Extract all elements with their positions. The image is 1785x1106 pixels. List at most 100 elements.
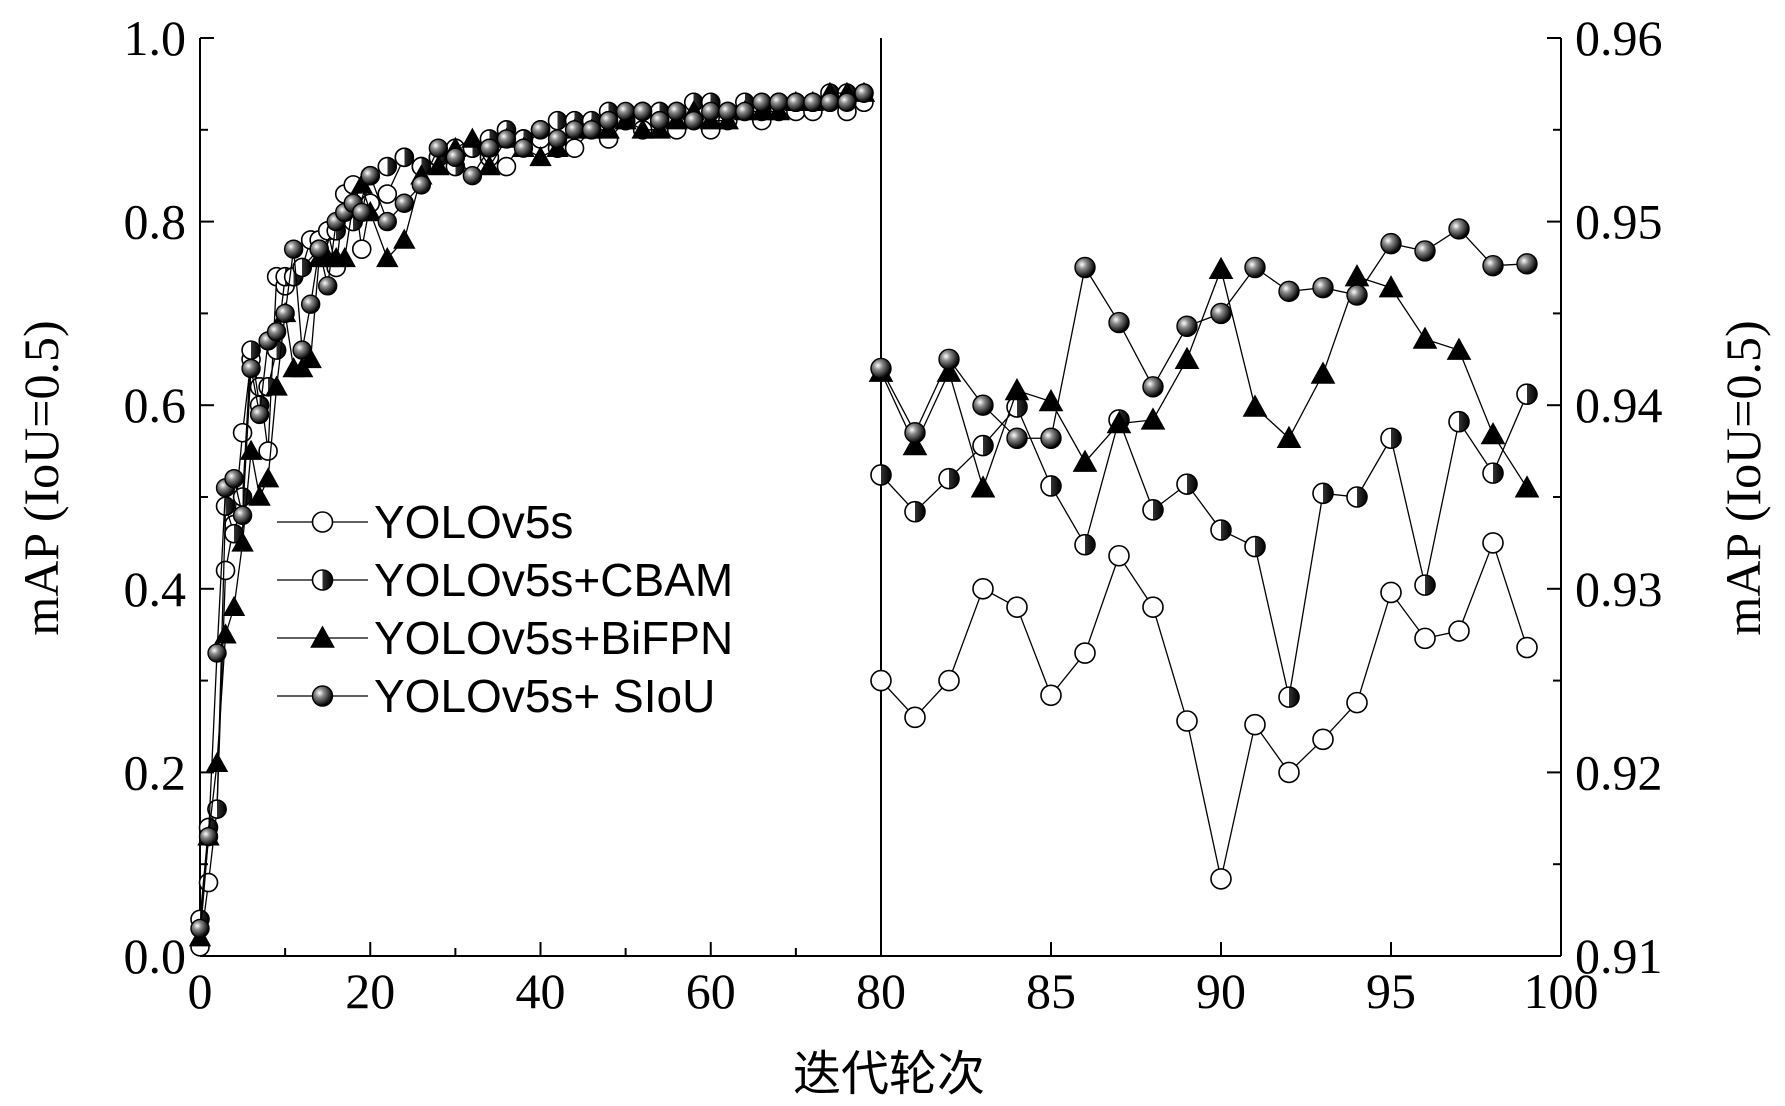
data-point	[870, 669, 892, 692]
data-point	[1176, 710, 1198, 732]
data-point	[972, 394, 994, 416]
data-point	[198, 826, 219, 847]
data-point	[393, 228, 416, 249]
data-point	[1414, 627, 1436, 650]
data-point	[1142, 499, 1164, 521]
data-point	[411, 175, 432, 195]
x-tick-label: 80	[856, 963, 906, 1019]
data-point	[752, 92, 772, 112]
data-point	[1142, 376, 1164, 398]
legend-marker	[311, 685, 334, 707]
data-point	[632, 101, 653, 122]
y-right-tick-label: 0.91	[1575, 928, 1663, 984]
data-point	[547, 129, 568, 149]
data-point	[1074, 256, 1096, 279]
x-tick-label: 20	[345, 963, 395, 1019]
legend-marker	[311, 569, 334, 591]
data-point	[1176, 315, 1198, 337]
data-point	[1482, 254, 1504, 277]
x-tick-label: 95	[1366, 963, 1416, 1019]
data-point	[283, 239, 304, 259]
data-point	[972, 434, 994, 457]
x-tick-label: 0	[188, 963, 213, 1019]
data-point	[564, 120, 585, 140]
x-tick-label: 85	[1026, 963, 1076, 1019]
data-point	[239, 439, 263, 460]
data-point	[1446, 337, 1472, 360]
data-point	[970, 475, 996, 498]
data-point	[1106, 411, 1132, 434]
data-point	[1380, 232, 1402, 255]
y-left-tick-label: 1.0	[124, 10, 187, 66]
data-point	[649, 110, 670, 131]
data-point	[1074, 533, 1096, 556]
data-point	[222, 595, 246, 616]
data-point	[1414, 574, 1436, 596]
data-point	[1414, 240, 1436, 262]
data-point	[837, 92, 857, 112]
tick-labels: 0 20 40 60 80 85 90 95 100 0.0 0.2 0.4 0.6 0.8 1.0 0.91…	[124, 10, 1663, 1019]
data-point	[1346, 284, 1368, 306]
data-point	[902, 433, 928, 456]
axes	[199, 37, 1562, 957]
data-point	[1040, 427, 1062, 449]
data-point	[377, 184, 398, 204]
data-point	[1210, 519, 1232, 541]
data-point	[1040, 475, 1062, 497]
data-point	[1278, 280, 1300, 303]
data-point	[249, 404, 270, 425]
data-point	[1004, 377, 1030, 401]
legend-item: YOLOv5s+ SIoU	[277, 670, 715, 722]
data-point	[1108, 544, 1130, 567]
data-point	[214, 623, 237, 644]
data-point	[232, 422, 253, 443]
data-point	[207, 643, 227, 663]
data-point	[820, 92, 840, 112]
y-right-tick-label: 0.92	[1575, 744, 1663, 800]
data-point	[904, 500, 926, 523]
data-point	[938, 467, 960, 490]
data-point	[581, 120, 602, 140]
data-point	[1482, 532, 1504, 554]
data-point	[513, 138, 534, 158]
data-point	[1480, 422, 1506, 445]
legend-label: YOLOv5s	[374, 496, 573, 548]
data-point	[1244, 535, 1266, 558]
data-point	[232, 505, 253, 526]
series-layer	[188, 81, 1540, 957]
data-point	[360, 165, 380, 186]
data-point	[1244, 713, 1266, 736]
data-point	[1072, 449, 1098, 472]
data-point	[1210, 302, 1232, 325]
data-point	[333, 246, 356, 268]
data-point	[215, 560, 236, 581]
data-point	[1108, 311, 1130, 334]
y-left-tick-label: 0.4	[124, 561, 187, 617]
legend-item: YOLOv5s+CBAM	[277, 554, 733, 606]
legend-marker	[310, 625, 335, 648]
series-line-right	[880, 267, 1528, 490]
legend-label: YOLOv5s+CBAM	[374, 554, 733, 606]
y-right-tick-label: 0.94	[1575, 377, 1663, 433]
data-point	[1516, 636, 1538, 659]
data-point	[1516, 253, 1538, 275]
data-point	[615, 101, 636, 122]
data-point	[256, 467, 280, 488]
data-point	[1074, 642, 1096, 664]
data-point	[241, 358, 261, 379]
data-point	[1242, 394, 1268, 417]
data-point	[1380, 427, 1402, 450]
y-right-tick-label: 0.95	[1575, 194, 1663, 250]
data-point	[1380, 581, 1402, 604]
y-axis-title-right: mAP (IoU=0.5)	[1715, 320, 1771, 635]
y-right-tick-label: 0.93	[1575, 561, 1663, 617]
data-point	[938, 669, 960, 692]
legend-label: YOLOv5s+BiFPN	[374, 612, 733, 664]
data-point	[1378, 275, 1404, 298]
data-point	[1142, 596, 1164, 618]
data-point	[1310, 361, 1336, 384]
data-point	[870, 464, 892, 486]
data-point	[376, 246, 399, 268]
data-point	[1482, 462, 1504, 484]
data-point	[718, 101, 738, 122]
